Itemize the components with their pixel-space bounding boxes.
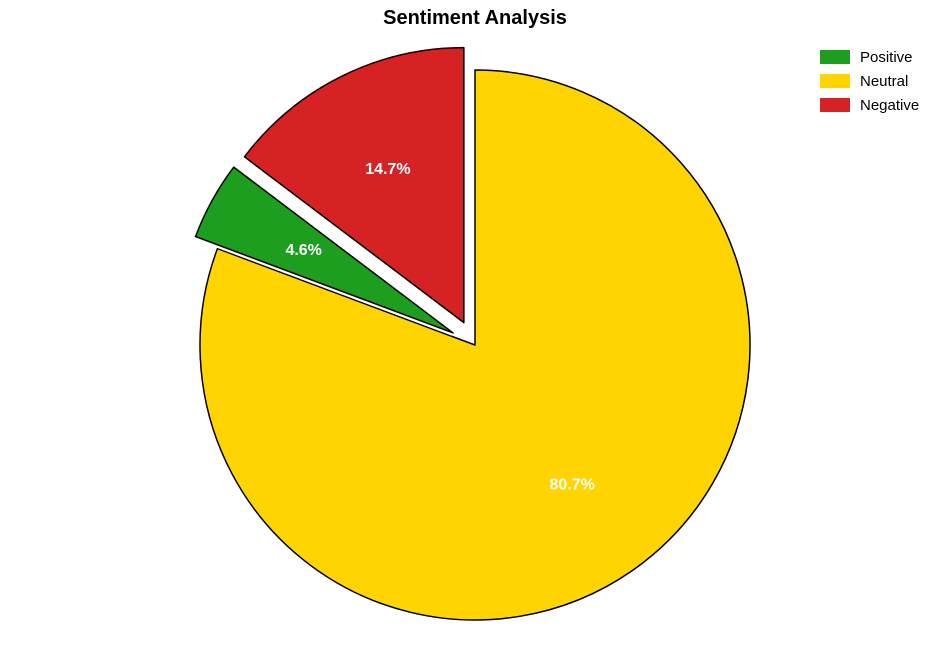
legend-label-negative: Negative: [860, 97, 919, 114]
legend-swatch-neutral: [820, 74, 850, 88]
sentiment-pie-chart: Sentiment Analysis 80.7% 4.6% 14.7% Positi…: [0, 0, 950, 662]
slice-label-neutral: 80.7%: [549, 476, 594, 493]
pie-slices: [196, 48, 750, 620]
slice-label-positive: 4.6%: [285, 242, 321, 259]
slice-label-negative: 14.7%: [365, 161, 410, 178]
chart-svg: Sentiment Analysis 80.7% 4.6% 14.7% Positi…: [0, 0, 950, 662]
legend-swatch-positive: [820, 50, 850, 64]
legend-label-neutral: Neutral: [860, 73, 908, 90]
legend: Positive Neutral Negative: [820, 49, 919, 114]
chart-title: Sentiment Analysis: [383, 7, 567, 29]
legend-swatch-negative: [820, 98, 850, 112]
legend-label-positive: Positive: [860, 49, 913, 66]
